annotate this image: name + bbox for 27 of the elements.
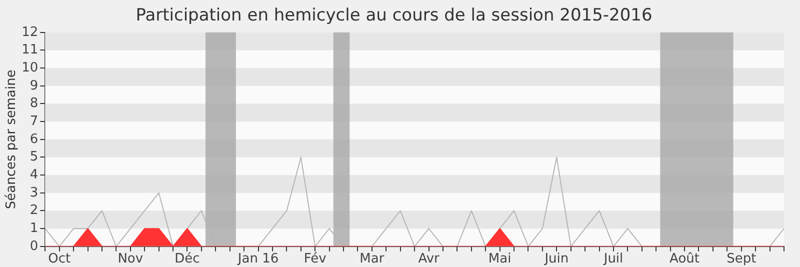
y-tick-label: 4 <box>30 167 38 182</box>
x-tick-label: Mar <box>360 252 385 267</box>
x-tick-label: Sept <box>726 252 756 267</box>
x-tick-label: Déc <box>174 252 200 267</box>
x-tick-label: Juin <box>544 252 569 267</box>
x-tick-label: Mai <box>488 252 512 267</box>
x-tick-label: Fév <box>304 252 327 267</box>
y-tick-label: 7 <box>30 114 38 129</box>
y-tick-label: 0 <box>30 238 38 254</box>
y-tick-label: 1 <box>30 220 38 236</box>
y-tick-label: 9 <box>30 78 38 94</box>
y-tick-label: 8 <box>30 96 38 112</box>
y-tick-label: 5 <box>30 150 38 165</box>
x-tick-label: Oct <box>48 252 71 267</box>
y-tick-label: 6 <box>30 132 38 147</box>
chart-title: Participation en hemicycle au cours de la session 2015-2016 <box>136 6 652 26</box>
y-tick-label: 12 <box>22 24 38 40</box>
x-tick-label: Jan 16 <box>236 252 279 267</box>
y-tick-label: 10 <box>22 60 38 76</box>
x-tick-label: Juil <box>602 252 624 267</box>
y-axis-title: Séances par semaine <box>4 70 20 210</box>
x-tick-label: Avr <box>418 252 440 267</box>
x-tick-label: Nov <box>118 252 144 267</box>
x-tick-label: Août <box>670 252 700 267</box>
y-tick-label: 2 <box>30 203 38 218</box>
y-tick-label: 11 <box>22 42 38 58</box>
y-tick-label: 3 <box>30 185 38 200</box>
